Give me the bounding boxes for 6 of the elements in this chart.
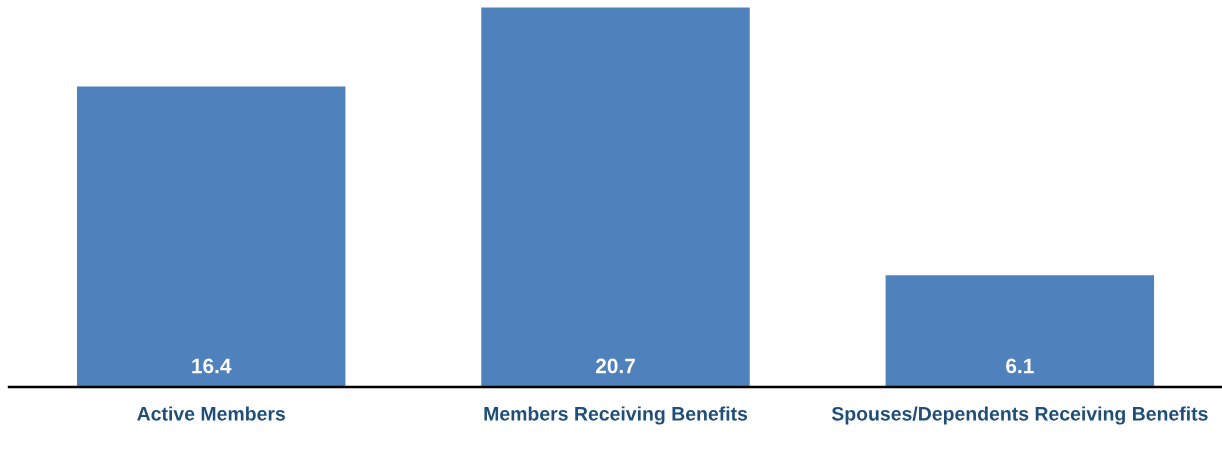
data-label: 6.1 bbox=[1006, 358, 1034, 374]
data-label: 16.4 bbox=[192, 358, 232, 374]
x-tick-label: Members Receiving Benefits bbox=[484, 406, 748, 425]
x-tick-label: Active Members bbox=[137, 406, 285, 421]
x-tick-label: Spouses/Dependents Receiving Benefits bbox=[831, 406, 1208, 425]
data-label: 20.7 bbox=[595, 358, 635, 374]
